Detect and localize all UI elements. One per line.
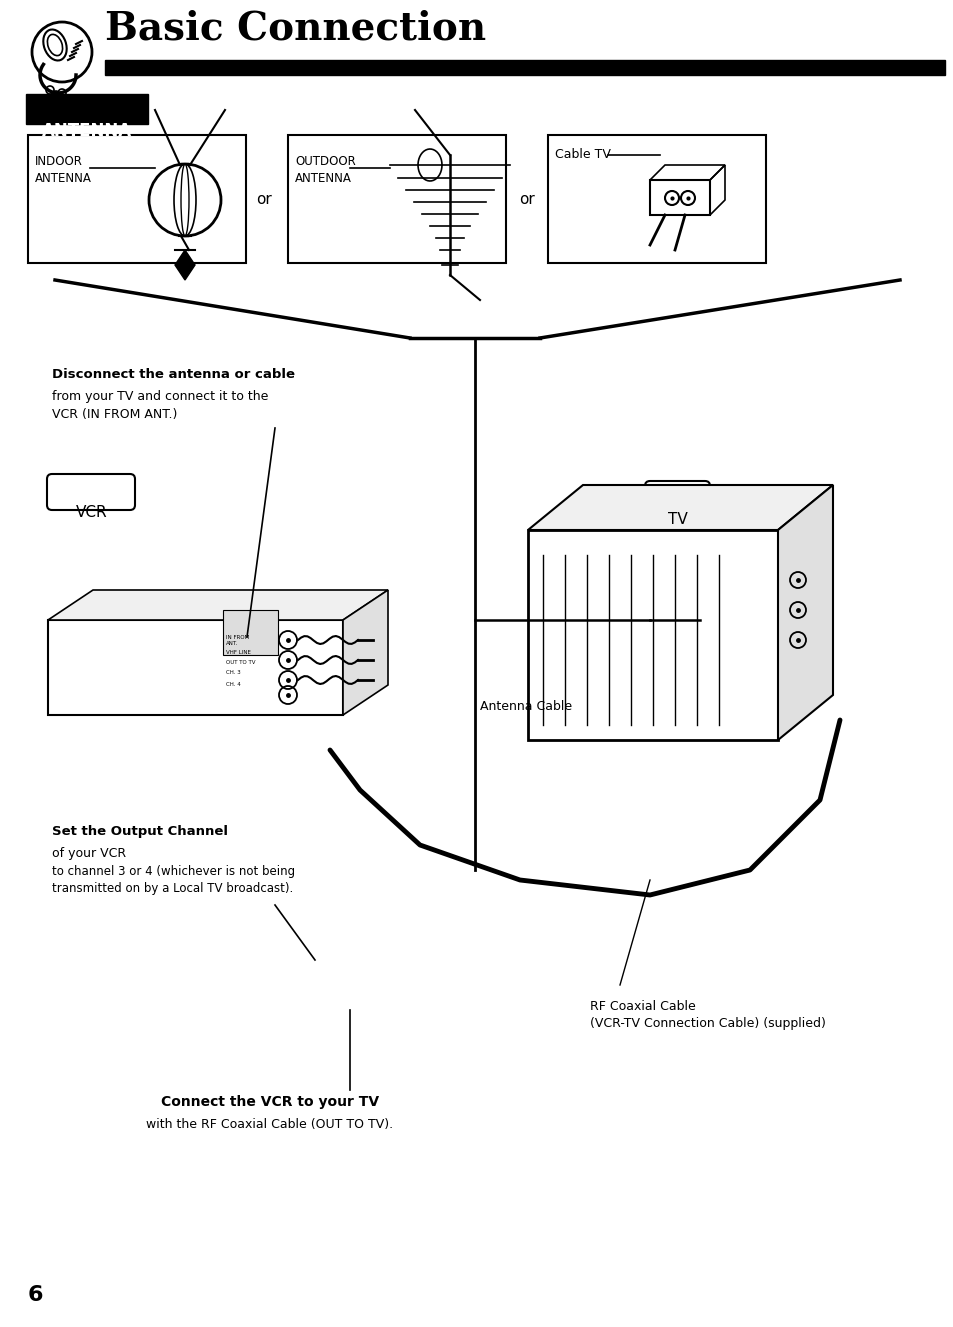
Text: Basic Connection: Basic Connection (105, 11, 486, 48)
Polygon shape (48, 620, 343, 715)
Text: 6: 6 (28, 1285, 44, 1304)
Text: Connect the VCR to your TV: Connect the VCR to your TV (161, 1095, 378, 1109)
Text: or: or (255, 192, 272, 207)
Text: with the RF Coaxial Cable (OUT TO TV).: with the RF Coaxial Cable (OUT TO TV). (146, 1119, 394, 1131)
Text: CH. 4: CH. 4 (226, 682, 240, 687)
Text: Set the Output Channel: Set the Output Channel (52, 825, 228, 837)
Text: VCR (IN FROM ANT.): VCR (IN FROM ANT.) (52, 407, 177, 421)
Polygon shape (48, 591, 388, 620)
Polygon shape (527, 529, 778, 740)
Bar (105, 60, 944, 76)
Text: ANTENNA: ANTENNA (42, 122, 132, 141)
Text: INDOOR
ANTENNA: INDOOR ANTENNA (35, 155, 91, 184)
Polygon shape (343, 591, 388, 715)
Bar (547, 135, 765, 263)
Text: or: or (518, 192, 535, 207)
Text: Cable TV: Cable TV (555, 149, 610, 161)
Text: to channel 3 or 4 (whichever is not being
transmitted on by a Local TV broadcast: to channel 3 or 4 (whichever is not bein… (52, 865, 294, 894)
Text: VCR: VCR (76, 506, 108, 520)
Text: OUTDOOR
ANTENNA: OUTDOOR ANTENNA (294, 155, 355, 184)
Text: Antenna Cable: Antenna Cable (479, 701, 572, 713)
Text: IN FROM
ANT.: IN FROM ANT. (226, 636, 249, 646)
Bar (223, 610, 277, 656)
Polygon shape (778, 484, 832, 740)
Polygon shape (174, 249, 194, 280)
Text: VHF LINE: VHF LINE (226, 650, 251, 656)
Text: CH. 3: CH. 3 (226, 670, 240, 675)
Bar (28, 135, 246, 263)
Text: of your VCR: of your VCR (52, 847, 126, 860)
Text: TV: TV (667, 512, 687, 527)
Polygon shape (527, 484, 832, 529)
FancyBboxPatch shape (26, 94, 148, 123)
Bar (288, 135, 505, 263)
Text: RF Coaxial Cable
(VCR-TV Connection Cable) (supplied): RF Coaxial Cable (VCR-TV Connection Cabl… (589, 1001, 825, 1030)
Text: OUT TO TV: OUT TO TV (226, 660, 255, 665)
Text: from your TV and connect it to the: from your TV and connect it to the (52, 390, 268, 403)
Text: Disconnect the antenna or cable: Disconnect the antenna or cable (52, 368, 294, 381)
